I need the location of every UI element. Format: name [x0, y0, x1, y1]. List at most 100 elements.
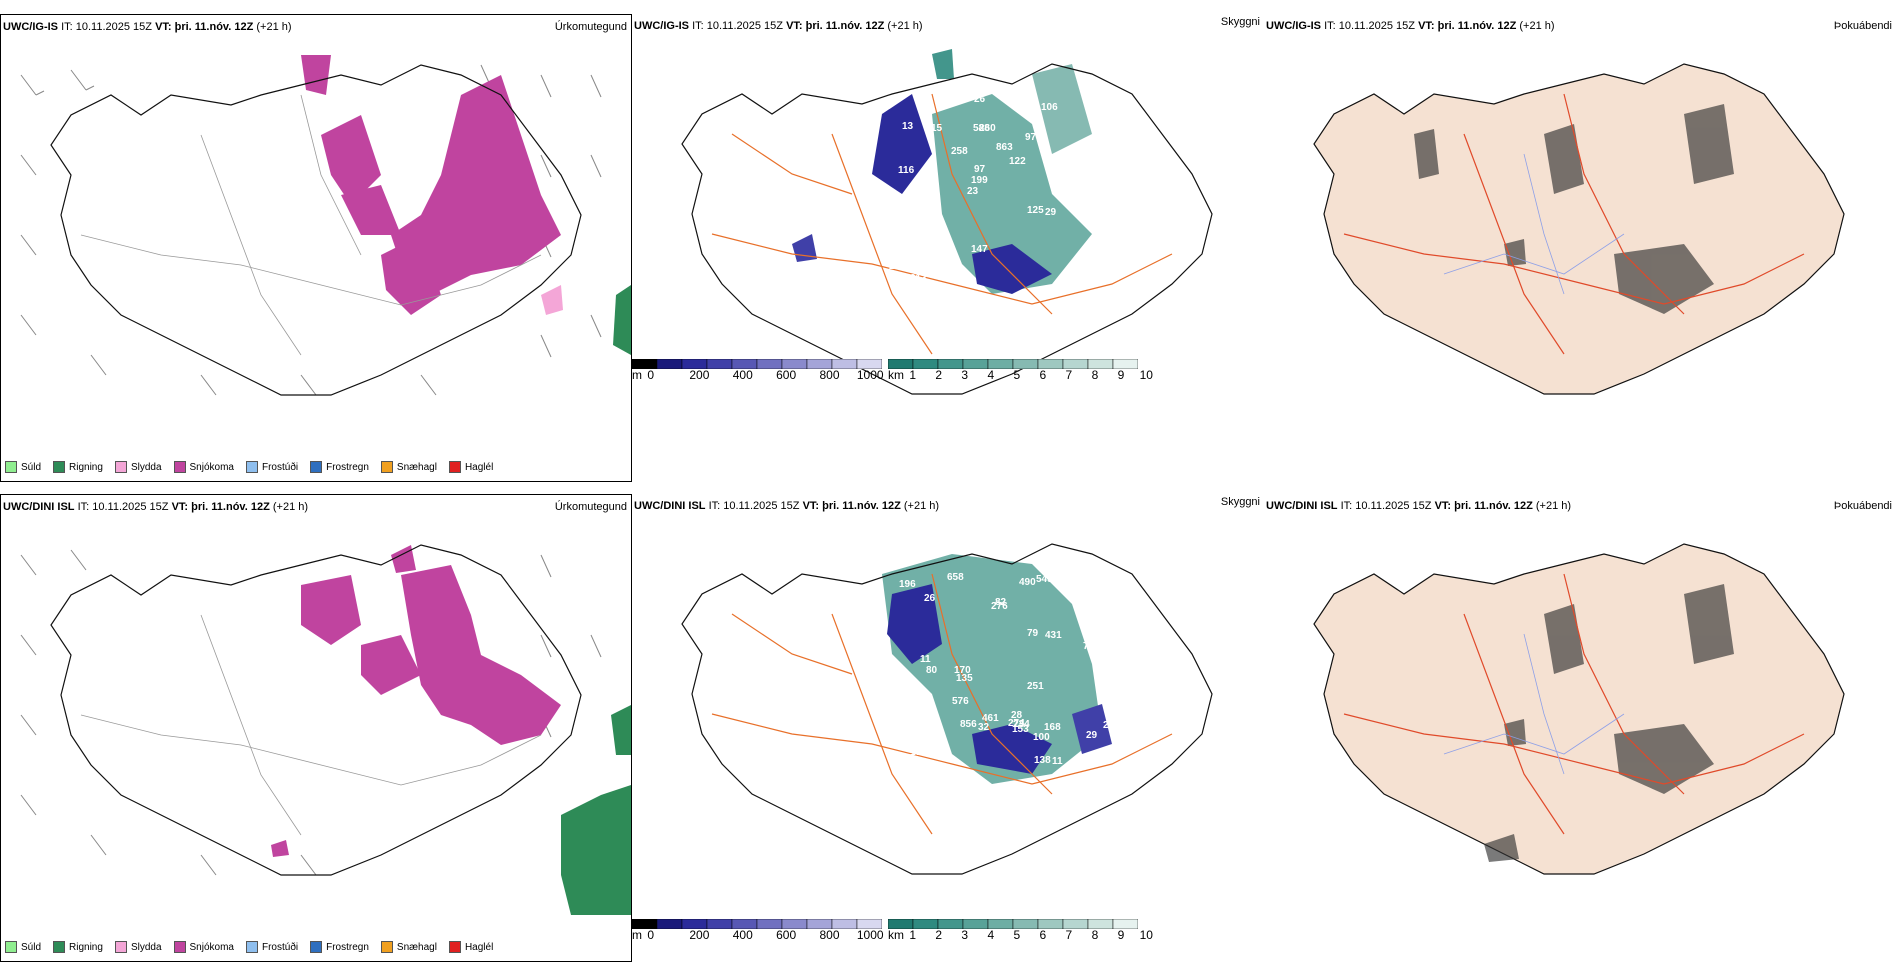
ceiling-value-label: 135	[956, 673, 973, 684]
ceiling-value-label: 100	[1033, 732, 1050, 743]
fog-areas	[1484, 584, 1734, 862]
fog-map	[1313, 63, 1845, 395]
visibility-areas	[792, 49, 1092, 294]
roads	[711, 93, 1173, 355]
ceiling-value-label: 23	[967, 186, 979, 197]
ceiling-value-label: 79	[1027, 628, 1039, 639]
visibility-map: 57 116 122 23 97 313 588 863 196 258 238 271 260 122 2…	[681, 49, 1213, 395]
ceiling-value-label: 97	[974, 164, 986, 175]
legend-item: Súld	[5, 941, 41, 953]
ceiling-labels: 57 116 122 23 97 313 588 863 196 258 238 271 260 122 2…	[889, 94, 1128, 284]
ceiling-value-label: 116	[898, 165, 915, 176]
coastline	[681, 543, 1213, 875]
ceiling-value-label: 238	[889, 261, 906, 272]
visibility-colorbar: km 1 2 3 4 5 6 7 8 9 10	[887, 916, 1153, 942]
ceiling-value-label: 122	[1090, 114, 1107, 125]
ceiling-value-label: 431	[1045, 630, 1062, 641]
roads	[1343, 93, 1805, 355]
visibility-panel-top: UWC/IG-IS IT: 10.11.2025 15Z VT: þri. 11…	[632, 14, 1264, 482]
ceiling-value-label: 168	[1044, 722, 1061, 733]
panel-title: Skyggni	[1220, 16, 1260, 28]
ceiling-value-label: 122	[1009, 156, 1026, 167]
ceiling-value-label: 82	[933, 229, 945, 240]
ceiling-value-label: 199	[971, 175, 988, 186]
ceiling-value-label: 271	[925, 253, 942, 264]
panel-header: UWC/IG-IS IT: 10.11.2025 15Z VT: þri. 11…	[634, 20, 923, 32]
legend-item: Snjókoma	[173, 941, 234, 953]
land	[1313, 543, 1845, 875]
ceiling-value-label: 97	[1025, 132, 1037, 143]
legend-item: Slydda	[114, 941, 162, 953]
ceiling-value-label: 274	[1008, 718, 1025, 729]
ceiling-value-label: 36	[1110, 745, 1122, 756]
ceiling-value-label: 11	[1052, 756, 1063, 767]
ceiling-value-label: 13	[902, 121, 914, 132]
ceiling-value-label: 268	[1103, 720, 1120, 731]
ceiling-value-label: 175	[910, 747, 927, 758]
legend-item: Frostregn	[310, 941, 369, 953]
roads	[711, 573, 1173, 835]
ceiling-value-label: 856	[960, 719, 977, 730]
precip-type-panel-bottom: UWC/DINI ISL IT: 10.11.2025 15Z VT: þri.…	[0, 494, 632, 962]
ceiling-value-label: 26	[924, 593, 936, 604]
legend-item: Haglél	[448, 941, 493, 953]
ceiling-colorbar: m 0 200 400 600 800 1000	[632, 916, 884, 942]
ceiling-value-label: 863	[996, 142, 1013, 153]
legend-item: Frostúði	[245, 461, 298, 473]
ceiling-value-label: 168	[1090, 141, 1107, 152]
panel-header: UWC/DINI ISL IT: 10.11.2025 15Z VT: þri.…	[3, 501, 309, 513]
rivers	[1443, 633, 1625, 775]
snow-areas	[301, 55, 561, 315]
ceiling-value-label: 234	[1013, 719, 1030, 730]
ceiling-value-label: 658	[947, 572, 964, 583]
ceiling-value-label: 70	[1083, 641, 1095, 652]
panel-header: UWC/DINI ISL IT: 10.11.2025 15Z VT: þri.…	[634, 500, 940, 512]
panel-title: Þokuábendi	[1833, 500, 1892, 512]
legend-item: Snjókoma	[173, 461, 234, 473]
panel-title: Þokuábendi	[1833, 20, 1892, 32]
legend-item: Snæhagl	[380, 461, 437, 473]
ceiling-value-label: 576	[952, 696, 969, 707]
panel-title: Úrkomutegund	[554, 501, 627, 513]
ceiling-value-label: 28	[1011, 710, 1023, 721]
visibility-colorbar: km 1 2 3 4 5 6 7 8 9 10	[887, 356, 1153, 382]
precip-map	[20, 544, 631, 915]
roads	[80, 94, 542, 356]
rivers	[1443, 153, 1625, 295]
panel-header: UWC/IG-IS IT: 10.11.2025 15Z VT: þri. 11…	[3, 21, 292, 33]
fog-panel-bottom: UWC/DINI ISL IT: 10.11.2025 15Z VT: þri.…	[1264, 494, 1896, 962]
ceiling-labels: 29 268 28 490 168 431 11 36 26 100 11 170 545 274 461 1…	[899, 572, 1125, 767]
panel-header: UWC/IG-IS IT: 10.11.2025 15Z VT: þri. 11…	[1266, 20, 1555, 32]
land	[1313, 63, 1845, 395]
wind-barbs	[20, 549, 602, 876]
ceiling-value-label: 29	[1045, 207, 1057, 218]
ceiling-value-label: 125	[1027, 205, 1044, 216]
panel-title: Úrkomutegund	[554, 21, 627, 33]
ceiling-value-label: 26	[974, 94, 986, 105]
visibility-panel-bottom: UWC/DINI ISL IT: 10.11.2025 15Z VT: þri.…	[632, 494, 1264, 962]
ceiling-value-label: 57	[1086, 270, 1098, 281]
legend-item: Rigning	[53, 941, 103, 953]
legend-item: Frostregn	[310, 461, 369, 473]
ceiling-value-label: 196	[906, 231, 923, 242]
legend-item: Rigning	[53, 461, 103, 473]
ceiling-value-label: 355	[1084, 603, 1101, 614]
precip-legend: Súld Rigning Slydda Snjókoma Frostúði Fr…	[5, 461, 493, 473]
visibility-map: 29 268 28 490 168 431 11 36 26 100 11 170 545 274 461 1…	[681, 543, 1213, 875]
legend-item: Slydda	[114, 461, 162, 473]
ceiling-value-label: 12	[1099, 688, 1111, 699]
ceiling-colorbar: m 0 200 400 600 800 1000	[632, 356, 884, 382]
legend-item: Súld	[5, 461, 41, 473]
legend-item: Frostúði	[245, 941, 298, 953]
ceiling-value-label: 545	[1036, 574, 1053, 585]
rain-areas	[561, 705, 631, 915]
ceiling-value-label: 153	[1012, 724, 1029, 735]
ceiling-value-label: 130	[1111, 158, 1128, 169]
ceiling-value-label: 29	[1086, 730, 1098, 741]
ceiling-value-label: 490	[1019, 577, 1036, 588]
precip-map	[20, 55, 631, 396]
ceiling-value-label: 138	[1034, 755, 1051, 766]
ceiling-value-label: 260	[979, 123, 996, 134]
ceiling-value-label: 196	[899, 579, 916, 590]
